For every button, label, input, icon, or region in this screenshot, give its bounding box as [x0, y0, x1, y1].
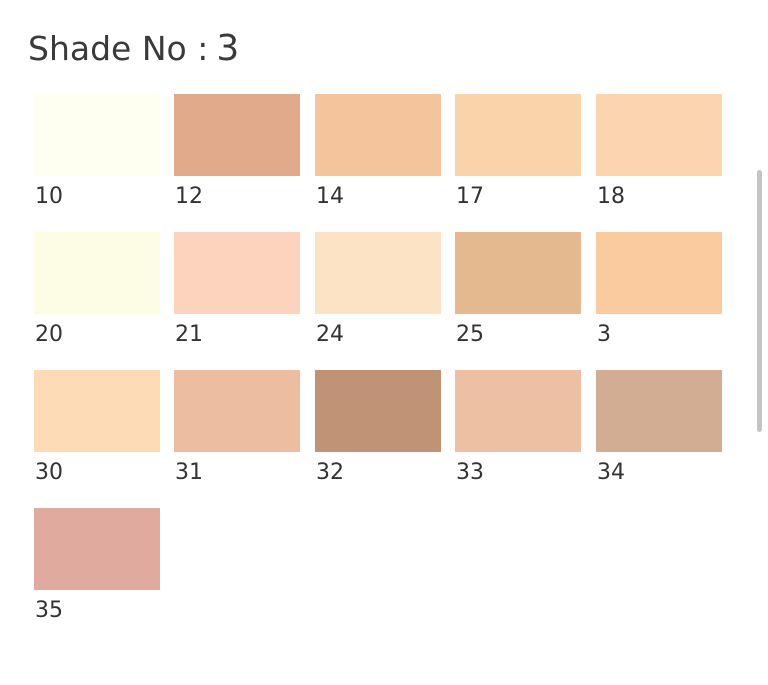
- shade-label: 20: [35, 322, 63, 347]
- shade-label: 33: [456, 460, 484, 485]
- shade-swatch[interactable]: [174, 94, 300, 176]
- shade-label: 32: [316, 460, 344, 485]
- shade-label: 34: [597, 460, 625, 485]
- shade-label: 24: [316, 322, 344, 347]
- shade-swatch[interactable]: [596, 232, 722, 314]
- shade-label: 21: [175, 322, 203, 347]
- shade-label: 17: [456, 184, 484, 209]
- shade-label: 35: [35, 598, 63, 623]
- shade-swatch[interactable]: [315, 94, 441, 176]
- shade-swatch[interactable]: [174, 370, 300, 452]
- title-label: Shade No :: [28, 29, 209, 68]
- shade-swatch[interactable]: [455, 232, 581, 314]
- shade-swatch[interactable]: [455, 94, 581, 176]
- shade-label: 14: [316, 184, 344, 209]
- shade-swatch[interactable]: [315, 370, 441, 452]
- shade-swatch[interactable]: [596, 370, 722, 452]
- shade-swatch[interactable]: [34, 94, 160, 176]
- shade-swatch[interactable]: [315, 232, 441, 314]
- shade-swatch[interactable]: [34, 370, 160, 452]
- shade-swatch[interactable]: [34, 232, 160, 314]
- title: Shade No :3: [28, 28, 239, 69]
- shade-label: 31: [175, 460, 203, 485]
- shade-swatch[interactable]: [174, 232, 300, 314]
- shade-label: 25: [456, 322, 484, 347]
- scrollbar[interactable]: [757, 170, 762, 432]
- shade-label: 18: [597, 184, 625, 209]
- selected-shade: 3: [216, 28, 240, 69]
- shade-swatch[interactable]: [34, 508, 160, 590]
- shade-label: 10: [35, 184, 63, 209]
- shade-label: 12: [175, 184, 203, 209]
- shade-swatch[interactable]: [455, 370, 581, 452]
- shade-label: 3: [597, 322, 611, 347]
- shade-label: 30: [35, 460, 63, 485]
- shade-swatch[interactable]: [596, 94, 722, 176]
